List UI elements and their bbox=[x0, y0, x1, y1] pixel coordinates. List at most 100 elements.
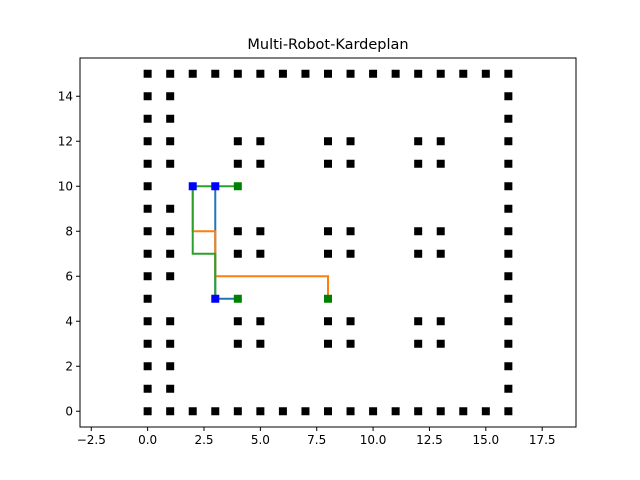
obstacle-marker bbox=[256, 407, 265, 416]
obstacle-marker bbox=[166, 384, 175, 393]
obstacle-marker bbox=[166, 227, 175, 236]
obstacle-marker bbox=[504, 137, 513, 146]
obstacle-marker bbox=[436, 339, 445, 348]
obstacle-marker bbox=[143, 294, 152, 303]
obstacle-marker bbox=[436, 317, 445, 326]
x-tick-label: 0.0 bbox=[138, 433, 157, 447]
obstacle-marker bbox=[504, 384, 513, 393]
obstacle-marker bbox=[166, 407, 175, 416]
obstacle-marker bbox=[436, 249, 445, 258]
y-tick-label: 10 bbox=[58, 179, 73, 193]
obstacle-marker bbox=[143, 182, 152, 191]
obstacle-marker bbox=[256, 159, 265, 168]
obstacle-marker bbox=[166, 69, 175, 78]
chart-title: Multi-Robot-Kardeplan bbox=[247, 37, 408, 53]
obstacle-marker bbox=[414, 407, 423, 416]
obstacle-marker bbox=[324, 227, 332, 236]
obstacle-marker bbox=[143, 272, 152, 281]
obstacle-marker bbox=[414, 137, 423, 146]
obstacle-marker bbox=[414, 339, 423, 348]
obstacle-marker bbox=[436, 137, 445, 146]
obstacle-marker bbox=[346, 227, 355, 236]
obstacle-marker bbox=[256, 339, 265, 348]
obstacle-marker bbox=[166, 159, 175, 168]
obstacle-marker bbox=[414, 159, 423, 168]
obstacle-marker bbox=[481, 69, 490, 78]
y-tick-label: 4 bbox=[65, 314, 73, 328]
obstacle-marker bbox=[143, 69, 152, 78]
obstacle-marker bbox=[143, 339, 152, 348]
goal-marker bbox=[233, 294, 242, 303]
obstacle-marker bbox=[256, 137, 265, 146]
obstacle-marker bbox=[324, 69, 332, 78]
obstacle-marker bbox=[436, 227, 445, 236]
obstacle-marker bbox=[233, 159, 242, 168]
obstacle-marker bbox=[166, 249, 175, 258]
obstacle-marker bbox=[166, 204, 175, 213]
obstacle-marker bbox=[504, 159, 513, 168]
obstacle-marker bbox=[504, 407, 513, 416]
goal-marker bbox=[233, 182, 242, 191]
x-tick-label: 2.5 bbox=[194, 433, 213, 447]
x-tick-label: 5.0 bbox=[251, 433, 270, 447]
obstacle-marker bbox=[143, 204, 152, 213]
axis-ticks: −2.5 0.0 2.5 5.0 7.5 10.0 12.5 15.0 17.5 0 2 4 6 8 10 1… bbox=[58, 89, 556, 447]
y-tick-label: 2 bbox=[65, 359, 73, 373]
obstacle-marker bbox=[166, 137, 175, 146]
obstacle-marker bbox=[504, 249, 513, 258]
x-tick-label: 15.0 bbox=[472, 433, 499, 447]
robot-path-3 bbox=[191, 185, 238, 299]
y-tick-label: 6 bbox=[65, 269, 73, 283]
obstacle-marker bbox=[143, 384, 152, 393]
obstacle-marker bbox=[233, 317, 242, 326]
obstacle-marker bbox=[233, 407, 242, 416]
obstacle-marker bbox=[504, 339, 513, 348]
obstacle-marker bbox=[391, 69, 400, 78]
x-tick-label: 10.0 bbox=[360, 433, 387, 447]
obstacle-marker bbox=[391, 407, 400, 416]
y-tick-label: 14 bbox=[58, 89, 73, 103]
obstacle-marker bbox=[166, 362, 175, 371]
obstacle-marker bbox=[504, 272, 513, 281]
obstacle-marker bbox=[504, 92, 513, 101]
obstacle-marker bbox=[211, 69, 220, 78]
obstacle-marker bbox=[233, 339, 242, 348]
obstacle-marker bbox=[233, 249, 242, 258]
obstacle-marker bbox=[504, 227, 513, 236]
obstacle-marker bbox=[346, 249, 355, 258]
obstacle-marker bbox=[324, 407, 332, 416]
plot-area bbox=[143, 69, 513, 416]
obstacle-marker bbox=[256, 69, 265, 78]
x-tick-label: 7.5 bbox=[307, 433, 326, 447]
y-tick-label: 8 bbox=[65, 224, 73, 238]
start-marker bbox=[188, 182, 197, 191]
obstacle-marker bbox=[143, 362, 152, 371]
obstacle-marker bbox=[324, 249, 332, 258]
obstacle-marker bbox=[143, 137, 152, 146]
obstacle-marker bbox=[143, 114, 152, 123]
obstacle-marker bbox=[233, 69, 242, 78]
obstacle-marker bbox=[143, 227, 152, 236]
obstacle-marker bbox=[301, 407, 310, 416]
obstacle-marker bbox=[504, 294, 513, 303]
obstacle-marker bbox=[346, 317, 355, 326]
obstacle-marker bbox=[143, 317, 152, 326]
obstacle-marker bbox=[436, 407, 445, 416]
obstacle-marker bbox=[414, 227, 423, 236]
obstacle-marker bbox=[369, 69, 378, 78]
obstacle-marker bbox=[143, 249, 152, 258]
obstacle-marker bbox=[414, 317, 423, 326]
obstacle-marker bbox=[504, 204, 513, 213]
obstacle-marker bbox=[143, 92, 152, 101]
obstacle-marker bbox=[256, 227, 265, 236]
obstacle-marker bbox=[346, 69, 355, 78]
obstacle-marker bbox=[324, 339, 332, 348]
obstacle-marker bbox=[143, 159, 152, 168]
obstacle-marker bbox=[414, 69, 423, 78]
obstacle-marker bbox=[459, 407, 468, 416]
obstacle-marker bbox=[233, 227, 242, 236]
y-tick-label: 12 bbox=[58, 134, 73, 148]
obstacle-marker bbox=[436, 159, 445, 168]
obstacle-marker bbox=[143, 407, 152, 416]
